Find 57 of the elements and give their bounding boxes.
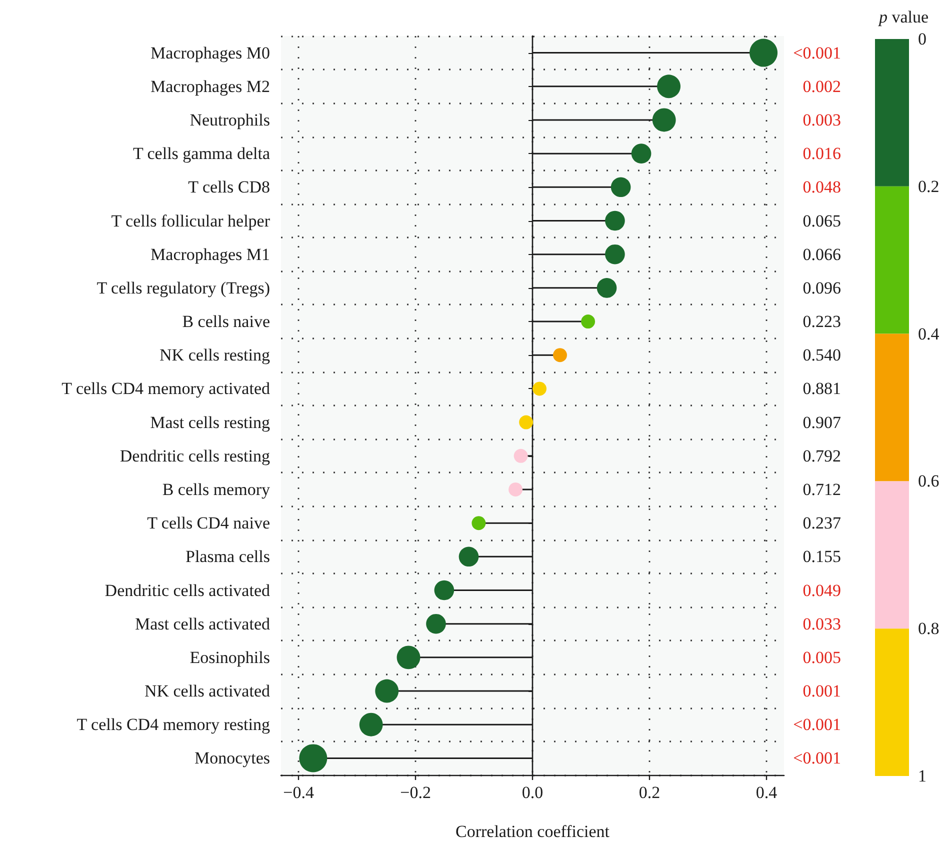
y2-tick-label: 0.223 bbox=[802, 312, 841, 332]
y2-tick-label: 0.066 bbox=[802, 244, 841, 264]
y2-tick-label: 0.540 bbox=[802, 346, 841, 365]
y-tick-label: Macrophages M1 bbox=[150, 244, 270, 264]
y-tick-label: T cells gamma delta bbox=[132, 144, 270, 164]
y-tick-label: T cells follicular helper bbox=[111, 211, 270, 230]
y2-tick-label: 0.712 bbox=[802, 480, 841, 499]
y2-tick-label: <0.001 bbox=[793, 43, 841, 62]
color-bar-label: 0 bbox=[918, 30, 926, 48]
y-tick-label: NK cells resting bbox=[160, 346, 270, 365]
y2-tick-label: 0.005 bbox=[802, 648, 841, 667]
y-tick-label: Dendritic cells resting bbox=[120, 446, 270, 466]
y-tick-label: T cells CD4 naive bbox=[147, 514, 270, 533]
y2-tick-label: 0.907 bbox=[802, 412, 842, 432]
y-tick-label: B cells memory bbox=[162, 480, 270, 499]
y-tick-label: Mast cells resting bbox=[150, 412, 270, 432]
y-tick-label: Neutrophils bbox=[190, 110, 270, 130]
y2-tick-label: <0.001 bbox=[793, 715, 841, 734]
y2-tick-label: 0.155 bbox=[802, 547, 841, 566]
y-tick-label: T cells regulatory (Tregs) bbox=[96, 278, 270, 298]
y-tick-label: Dendritic cells activated bbox=[104, 580, 270, 600]
y2-tick-label: 0.049 bbox=[802, 580, 841, 600]
color-bar-label: 0.2 bbox=[918, 176, 940, 196]
y-tick-label: Monocytes bbox=[194, 748, 270, 768]
y-tick-label: T cells CD4 memory activated bbox=[62, 379, 270, 398]
y2-tick-label: 0.016 bbox=[802, 144, 841, 164]
x-tick-label: −0.2 bbox=[400, 783, 431, 802]
y2-tick-label: <0.001 bbox=[793, 748, 841, 768]
y2-tick-label: 0.002 bbox=[802, 76, 841, 96]
x-tick-label: −0.4 bbox=[283, 783, 314, 802]
y-tick-label: T cells CD4 memory resting bbox=[76, 715, 270, 734]
y2-tick-label: 0.003 bbox=[802, 110, 841, 130]
x-axis-title: Correlation coefficient bbox=[455, 822, 610, 841]
y2-tick-label: 0.792 bbox=[802, 446, 841, 466]
color-bar-label: 1 bbox=[918, 766, 926, 786]
y2-tick-label: 0.001 bbox=[802, 682, 841, 701]
color-bar-label: 0.6 bbox=[918, 472, 940, 491]
x-tick-label: 0.4 bbox=[756, 783, 778, 802]
y-tick-label: Macrophages M0 bbox=[150, 43, 270, 62]
y-tick-label: Plasma cells bbox=[185, 547, 270, 566]
y2-tick-label: 0.048 bbox=[802, 178, 841, 197]
y-tick-label: T cells CD8 bbox=[188, 178, 270, 197]
y-tick-label: Eosinophils bbox=[190, 648, 270, 667]
y2-tick-label: 0.881 bbox=[802, 379, 841, 398]
y-tick-label: B cells naive bbox=[182, 312, 270, 332]
color-bar-label: 0.8 bbox=[918, 619, 940, 638]
y-tick-label: NK cells activated bbox=[144, 682, 270, 701]
y2-tick-label: 0.033 bbox=[802, 614, 841, 634]
x-tick-label: 0.0 bbox=[522, 783, 544, 802]
color-bar-title: p value bbox=[878, 8, 929, 26]
x-tick-label: 0.2 bbox=[638, 783, 660, 802]
color-bar-label: 0.4 bbox=[918, 324, 940, 344]
y-tick-label: Mast cells activated bbox=[134, 614, 270, 634]
y2-tick-label: 0.237 bbox=[802, 514, 842, 533]
y2-tick-label: 0.065 bbox=[802, 211, 841, 230]
y-tick-label: Macrophages M2 bbox=[150, 76, 270, 96]
y2-tick-label: 0.096 bbox=[802, 278, 841, 298]
